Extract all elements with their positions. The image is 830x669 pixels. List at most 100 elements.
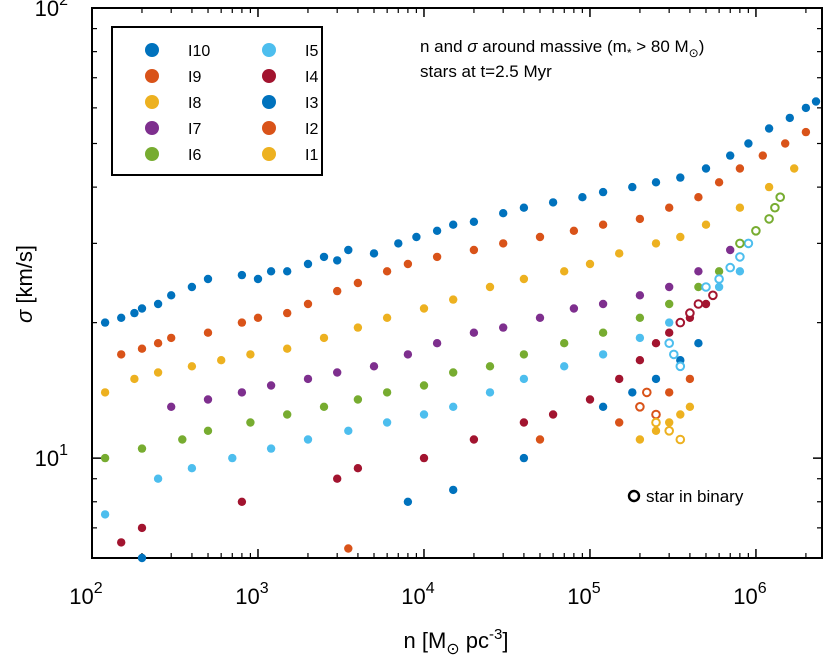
data-point-i5 (344, 426, 353, 435)
binary-point (642, 387, 652, 398)
data-point-i4 (137, 523, 147, 533)
binary-point (675, 317, 686, 328)
data-point-i8 (790, 164, 799, 173)
binary-point (743, 238, 754, 249)
data-point-i9 (167, 333, 176, 343)
data-point-i7 (237, 388, 247, 397)
data-point-i10 (394, 239, 403, 248)
data-point-i3 (449, 485, 458, 495)
data-point-i4 (615, 374, 624, 384)
binary-legend-marker (627, 489, 641, 503)
data-point-i4 (519, 418, 529, 427)
data-point-i2 (535, 435, 545, 444)
data-point-i8 (676, 232, 685, 242)
legend-marker (262, 69, 276, 83)
data-point-i9 (137, 344, 147, 353)
data-point-i6 (353, 395, 363, 404)
data-point-i6 (382, 388, 392, 397)
binary-point (770, 202, 780, 213)
data-point-i7 (432, 339, 442, 348)
data-point-i9 (758, 151, 767, 160)
data-point-i10 (253, 274, 263, 284)
binary-point (693, 299, 704, 309)
legend-label: I1 (305, 147, 318, 164)
data-point-i9 (598, 220, 608, 229)
binary-point (651, 409, 661, 420)
data-point-i9 (569, 226, 579, 235)
data-point-i8 (100, 388, 110, 397)
data-point-i2 (685, 374, 695, 384)
data-point-i9 (403, 259, 413, 269)
data-point-i8 (382, 313, 392, 322)
data-point-i9 (781, 139, 790, 148)
data-point-i10 (676, 173, 685, 182)
data-point-i9 (117, 350, 126, 359)
data-point-i10 (237, 270, 247, 280)
data-point-i6 (449, 368, 458, 377)
data-point-i9 (432, 252, 442, 262)
data-point-i10 (701, 164, 711, 173)
data-point-i8 (651, 239, 661, 248)
data-point-i4 (419, 453, 429, 463)
data-point-i9 (499, 239, 508, 248)
data-point-i9 (469, 245, 479, 255)
binary-point (669, 349, 679, 360)
data-point-i1 (651, 426, 661, 435)
data-point-i8 (353, 323, 363, 332)
data-point-i7 (167, 402, 176, 411)
data-point-i10 (167, 291, 176, 300)
data-point-i5 (485, 388, 495, 397)
data-point-i8 (485, 282, 495, 292)
data-point-i10 (726, 151, 735, 160)
legend-marker (145, 121, 159, 135)
data-point-i5 (153, 474, 163, 483)
data-point-i1 (685, 402, 695, 411)
legend-marker (145, 69, 159, 83)
data-point-i8 (585, 259, 595, 269)
data-point-i10 (153, 299, 163, 309)
legend-marker (145, 43, 159, 57)
binary-point (685, 308, 695, 318)
data-point-i8 (764, 182, 774, 192)
legend-marker (262, 43, 276, 57)
data-point-i8 (735, 203, 745, 212)
x-tick-labels: 102 103 104 105 106 (69, 580, 766, 609)
data-point-i4 (469, 435, 479, 444)
data-point-i5 (519, 374, 529, 384)
data-point-i5 (665, 318, 674, 327)
data-point-i9 (283, 308, 292, 318)
data-point-i10 (266, 267, 276, 276)
data-point-i7 (303, 374, 313, 384)
binary-point (775, 192, 786, 202)
data-point-i3 (403, 497, 413, 506)
data-point-i1 (665, 418, 674, 427)
data-point-i10 (598, 187, 608, 197)
data-point-i6 (485, 362, 495, 371)
data-point-i9 (253, 313, 263, 322)
data-point-i4 (585, 395, 595, 404)
x-tick-label: 106 (733, 580, 766, 609)
legend-marker (145, 95, 159, 109)
binary-point (764, 214, 774, 224)
data-point-i7 (203, 395, 213, 404)
data-point-i1 (676, 410, 685, 419)
data-point-i4 (333, 474, 342, 483)
data-point-i7 (333, 368, 342, 377)
data-point-i9 (714, 178, 724, 187)
data-point-i6 (598, 328, 608, 337)
data-point-i10 (548, 198, 558, 207)
data-point-i1 (635, 435, 645, 444)
data-point-i10 (499, 209, 508, 218)
data-point-i6 (203, 426, 213, 435)
data-point-i7 (694, 267, 703, 276)
data-point-i5 (303, 435, 313, 444)
data-point-i4 (237, 497, 247, 506)
binary-point (701, 282, 711, 292)
data-point-i9 (203, 328, 213, 337)
data-point-i6 (283, 410, 292, 419)
data-point-i9 (735, 164, 745, 173)
data-point-i9 (303, 299, 313, 309)
binary-point (725, 262, 736, 273)
data-point-i6 (694, 282, 703, 292)
data-point-i5 (419, 410, 429, 419)
